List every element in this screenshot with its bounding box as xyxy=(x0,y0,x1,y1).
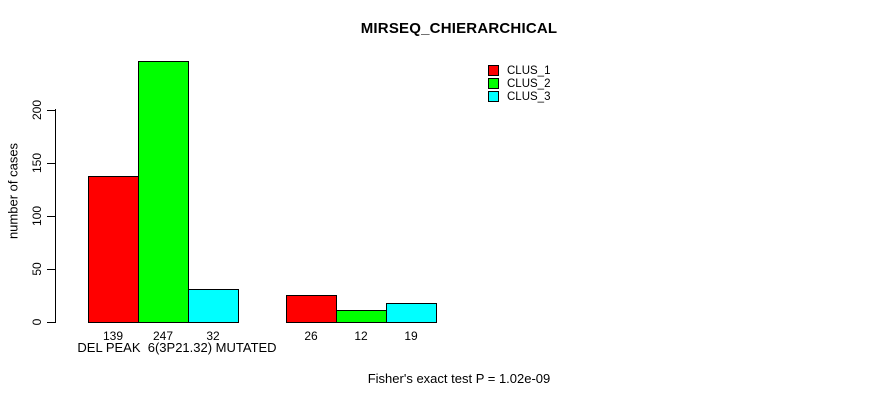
fisher-test-annotation: Fisher's exact test P = 1.02e-09 xyxy=(367,371,551,386)
legend-row-clus_1: CLUS_1 xyxy=(488,64,550,77)
bar-value-label: 12 xyxy=(354,329,368,343)
legend: CLUS_1 CLUS_2 CLUS_3 xyxy=(488,64,550,103)
y-axis-tick-label: 150 xyxy=(30,152,44,174)
legend-row-clus_2: CLUS_2 xyxy=(488,77,550,90)
legend-label: CLUS_1 xyxy=(507,64,551,77)
y-axis-tick xyxy=(47,216,55,217)
bar-clus_3-group2 xyxy=(386,303,437,323)
legend-label: CLUS_2 xyxy=(507,77,551,90)
y-axis-tick-label: 0 xyxy=(30,318,44,326)
bar-clus_1-group1 xyxy=(88,176,139,323)
y-axis-tick-label: 100 xyxy=(30,205,44,227)
legend-swatch-icon xyxy=(488,65,499,76)
bar-value-label: 26 xyxy=(304,329,318,343)
bar-clus_2-group1 xyxy=(138,61,189,323)
bar-value-label: 19 xyxy=(404,329,418,343)
bar-clus_2-group2 xyxy=(336,310,387,323)
bar-value-label: 32 xyxy=(206,329,220,343)
y-axis-tick xyxy=(47,110,55,111)
legend-swatch-icon xyxy=(488,91,499,102)
y-axis-tick xyxy=(47,322,55,323)
bar-value-label: 139 xyxy=(102,329,124,343)
chart-title: MIRSEQ_CHIERARCHICAL xyxy=(360,20,558,37)
y-axis-tick-label: 50 xyxy=(30,262,44,276)
y-axis-tick xyxy=(47,163,55,164)
y-axis-tick xyxy=(47,269,55,270)
x-group-label: DEL PEAK 6(3P21.32) MUTATED xyxy=(77,340,277,355)
bar-clus_3-group1 xyxy=(188,289,239,323)
bar-clus_1-group2 xyxy=(286,295,337,323)
legend-label: CLUS_3 xyxy=(507,90,551,103)
y-axis-line xyxy=(55,109,56,323)
legend-swatch-icon xyxy=(488,78,499,89)
y-axis-title: number of cases xyxy=(5,142,21,240)
bar-value-label: 247 xyxy=(152,329,174,343)
y-axis-tick-label: 200 xyxy=(30,99,44,121)
legend-row-clus_3: CLUS_3 xyxy=(488,90,550,103)
